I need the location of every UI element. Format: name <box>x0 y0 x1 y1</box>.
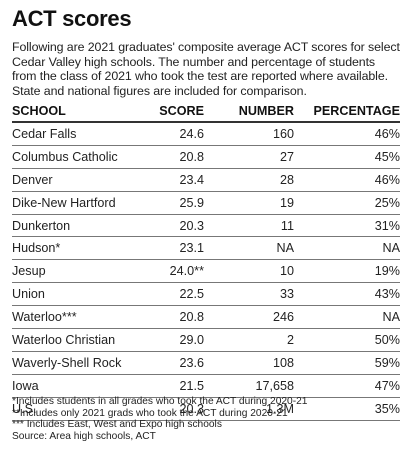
cell-percentage: NA <box>382 310 401 325</box>
source-note: Source: Area high schools, ACT <box>12 430 156 442</box>
table-row: Waverly-Shell Rock 23.6 108 59% <box>12 352 400 375</box>
cell-school: Jesup <box>12 264 46 279</box>
cell-number: 19 <box>279 195 294 210</box>
table-row: Dunkerton 20.3 11 31% <box>12 215 400 238</box>
cell-school: Waterloo Christian <box>12 332 116 347</box>
table-header: SCHOOL SCORE NUMBER PERCENTAGE <box>12 101 400 123</box>
cell-score: 23.4 <box>179 172 204 187</box>
table-row: Denver 23.4 28 46% <box>12 169 400 192</box>
cell-number: 2 <box>286 332 294 347</box>
table-row: Union 22.5 33 43% <box>12 283 400 307</box>
cell-score: 23.1 <box>179 241 204 256</box>
cell-percentage: 35% <box>374 401 400 416</box>
cell-percentage: 45% <box>374 149 400 164</box>
cell-score: 20.8 <box>179 149 204 164</box>
table-row: Iowa 21.5 17,658 47% <box>12 375 400 398</box>
cell-percentage: 19% <box>374 264 400 279</box>
cell-number: 28 <box>279 172 294 187</box>
table-row: Waterloo*** 20.8 246 NA <box>12 306 401 330</box>
intro-text: Following are 2021 graduates' composite … <box>12 40 400 98</box>
cell-score: 20.8 <box>179 310 204 325</box>
footnote: *Includes students in all grades who too… <box>12 396 308 407</box>
cell-percentage: 43% <box>374 287 400 302</box>
cell-school: Union <box>12 287 45 302</box>
cell-percentage: NA <box>382 241 401 256</box>
table-row: Waterloo Christian 29.0 2 50% <box>12 329 400 352</box>
cell-percentage: 59% <box>374 355 400 370</box>
table-row: U.S. 20.3 1.3M 35% <box>12 398 400 421</box>
cell-number: 160 <box>272 126 294 141</box>
table-row: Dike-New Hartford 25.9 19 25% <box>12 192 400 215</box>
cell-school: Iowa <box>12 378 39 393</box>
cell-number: 27 <box>279 149 294 164</box>
cell-score: 29.0 <box>179 332 204 347</box>
cell-school: Dunkerton <box>12 218 71 233</box>
cell-number: 11 <box>280 218 294 233</box>
cell-score: 20.3 <box>179 218 204 233</box>
footnote: **Includes only 2021 grads who took the … <box>12 407 288 419</box>
cell-number: NA <box>276 241 295 256</box>
column-header-percentage: PERCENTAGE <box>313 104 400 118</box>
cell-score: 24.0** <box>169 264 204 279</box>
cell-score: 25.9 <box>179 195 204 210</box>
cell-school: U.S. <box>12 401 37 416</box>
table-row: Cedar Falls 24.6 160 46% <box>12 123 400 146</box>
cell-school: Waterloo*** <box>12 310 77 325</box>
cell-number: 108 <box>272 355 294 370</box>
cell-score: 21.5 <box>179 378 204 393</box>
footnote: *** Includes East, West and Expo high sc… <box>12 419 222 431</box>
cell-score: 24.6 <box>179 126 204 141</box>
cell-score: 20.3 <box>179 401 204 416</box>
cell-number: 17,658 <box>255 378 294 393</box>
table-row: Jesup 24.0** 10 19% <box>12 260 400 284</box>
footnotes: *Includes students in all grades who too… <box>12 396 400 442</box>
cell-school: Denver <box>12 172 53 187</box>
cell-percentage: 50% <box>374 332 400 347</box>
column-header-score: SCORE <box>159 104 204 118</box>
table-row: Hudson* 23.1 NA NA <box>12 237 401 261</box>
scores-table: SCHOOL SCORE NUMBER PERCENTAGE Cedar Fal… <box>12 101 400 421</box>
column-header-number: NUMBER <box>238 104 294 118</box>
cell-school: Cedar Falls <box>12 126 77 141</box>
cell-percentage: 47% <box>374 378 400 393</box>
table-row: Columbus Catholic 20.8 27 45% <box>12 146 400 169</box>
page-title: ACT scores <box>12 6 132 31</box>
cell-number: 10 <box>279 264 294 279</box>
cell-percentage: 25% <box>374 195 400 210</box>
cell-percentage: 31% <box>374 218 400 233</box>
cell-school: Waverly-Shell Rock <box>12 355 122 370</box>
cell-school: Columbus Catholic <box>12 149 118 164</box>
cell-score: 22.5 <box>179 287 204 302</box>
cell-school: Dike-New Hartford <box>12 195 116 210</box>
cell-number: 246 <box>272 310 294 325</box>
cell-number: 33 <box>279 287 294 302</box>
table-body: Cedar Falls 24.6 160 46% Columbus Catholic 20… <box>12 123 400 421</box>
cell-percentage: 46% <box>374 126 400 141</box>
column-header-school: SCHOOL <box>12 104 66 118</box>
cell-school: Hudson* <box>12 241 61 256</box>
cell-number: 1.3M <box>266 401 294 416</box>
cell-percentage: 46% <box>374 172 400 187</box>
cell-score: 23.6 <box>179 355 204 370</box>
